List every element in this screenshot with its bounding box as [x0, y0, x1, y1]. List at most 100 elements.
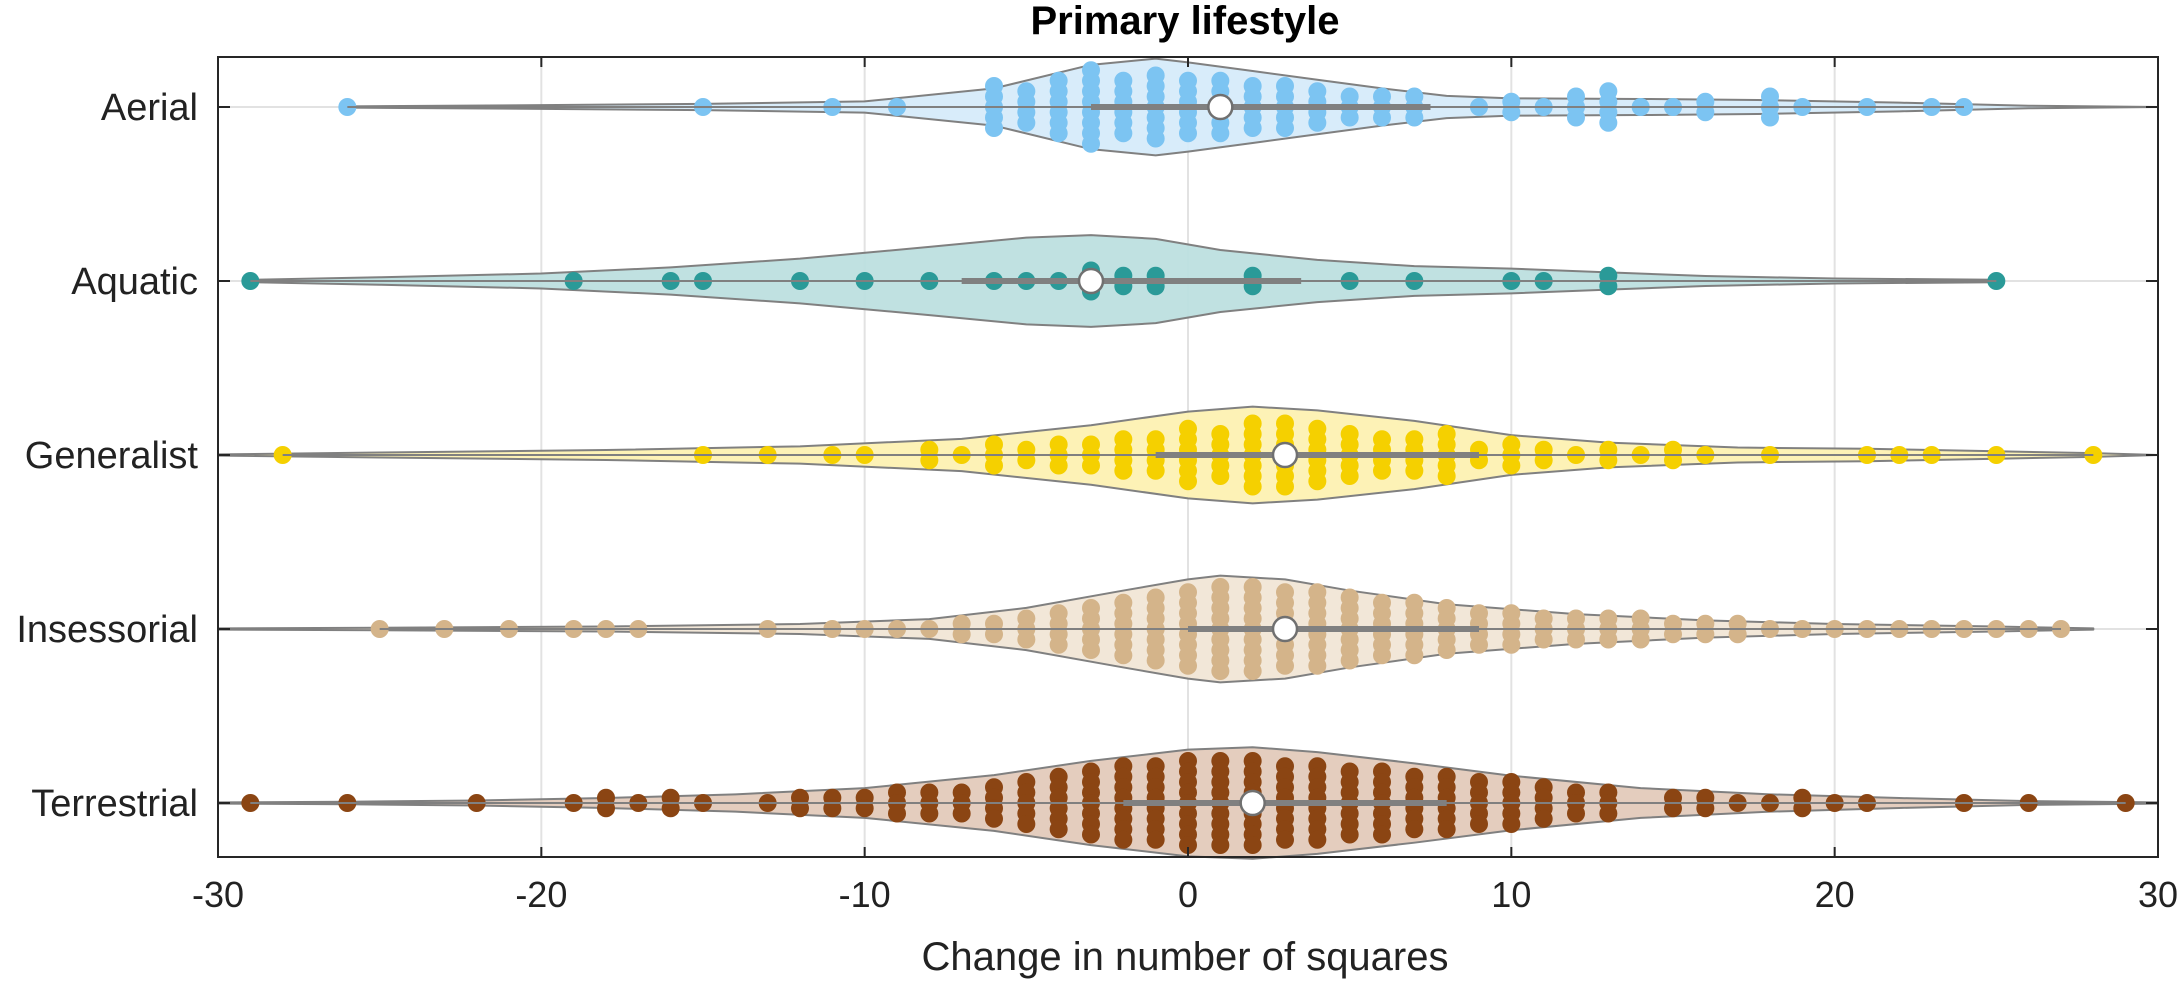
point-generalist — [1405, 461, 1424, 480]
point-insessorial — [1049, 635, 1068, 654]
point-aerial — [1405, 108, 1424, 127]
point-insessorial — [1082, 641, 1100, 659]
point-insessorial — [1373, 646, 1391, 665]
x-tick-label: -10 — [839, 874, 891, 915]
x-tick-label: 0 — [1178, 874, 1198, 915]
point-insessorial — [952, 625, 971, 644]
point-aerial — [1243, 119, 1262, 137]
point-terrestrial — [1243, 836, 1262, 854]
point-terrestrial — [1373, 825, 1391, 844]
point-generalist — [1179, 472, 1197, 491]
point-aerial — [1599, 113, 1618, 132]
point-terrestrial — [1017, 815, 1036, 833]
x-tick-label: -30 — [192, 874, 244, 915]
point-aerial — [985, 119, 1003, 137]
median-marker-terrestrial — [1239, 789, 1266, 817]
x-tick-label: 10 — [1491, 874, 1531, 915]
point-aerial — [1567, 108, 1585, 127]
point-terrestrial — [1437, 820, 1456, 839]
median-marker-aquatic — [1077, 267, 1105, 295]
point-terrestrial — [1470, 815, 1488, 833]
category-label-generalist: Generalist — [25, 435, 199, 477]
point-insessorial — [985, 625, 1003, 644]
point-terrestrial — [1276, 830, 1294, 849]
median-marker-aerial — [1207, 93, 1234, 121]
point-insessorial — [1599, 630, 1618, 649]
point-terrestrial — [1793, 799, 1812, 818]
point-terrestrial — [1664, 799, 1682, 818]
point-terrestrial — [823, 799, 842, 818]
point-generalist — [1146, 461, 1165, 480]
point-generalist — [1599, 451, 1618, 470]
category-label-terrestrial: Terrestrial — [31, 783, 198, 825]
point-insessorial — [1114, 646, 1133, 665]
point-terrestrial — [855, 799, 874, 818]
point-aerial — [1761, 108, 1779, 127]
point-generalist — [1340, 467, 1359, 485]
point-terrestrial — [1049, 820, 1068, 839]
point-generalist — [1502, 456, 1521, 475]
point-aerial — [1082, 134, 1100, 153]
point-aquatic — [241, 272, 260, 290]
point-terrestrial — [1179, 836, 1197, 854]
y-axis-labels: Aerial Aquatic Generalist Insessorial Terres… — [16, 87, 2158, 825]
point-terrestrial — [791, 799, 809, 818]
point-aerial — [1308, 113, 1327, 132]
point-insessorial — [1243, 662, 1262, 680]
category-label-insessorial: Insessorial — [16, 609, 198, 651]
point-terrestrial — [1082, 825, 1100, 844]
point-terrestrial — [1340, 825, 1359, 844]
point-insessorial — [1405, 646, 1424, 665]
point-aerial — [1211, 124, 1230, 143]
point-generalist — [1373, 461, 1391, 480]
point-aerial — [1146, 129, 1165, 148]
point-terrestrial — [1534, 809, 1553, 828]
point-aerial — [1114, 124, 1133, 143]
point-generalist — [1114, 461, 1133, 480]
x-tick-label: -20 — [515, 874, 567, 915]
point-aerial — [1373, 108, 1391, 127]
point-insessorial — [1470, 635, 1488, 654]
point-terrestrial — [597, 799, 615, 818]
point-generalist — [1308, 472, 1327, 491]
point-terrestrial — [1599, 804, 1618, 823]
point-aerial — [1017, 113, 1036, 132]
x-axis-ticks: -30 -20 -10 0 10 20 30 — [192, 57, 2178, 915]
point-terrestrial — [985, 809, 1003, 828]
point-terrestrial — [952, 804, 971, 823]
point-aquatic — [1599, 277, 1618, 296]
point-generalist — [1082, 456, 1100, 475]
x-tick-label: 30 — [2138, 874, 2178, 915]
median-marker-insessorial — [1271, 615, 1299, 643]
point-terrestrial — [241, 794, 260, 812]
median-marker-generalist — [1271, 441, 1299, 469]
point-generalist — [1243, 477, 1262, 496]
point-generalist — [1437, 467, 1456, 485]
point-terrestrial — [888, 804, 906, 823]
point-insessorial — [1340, 651, 1359, 670]
point-generalist — [1276, 477, 1294, 496]
point-terrestrial — [920, 804, 939, 823]
point-terrestrial — [1502, 815, 1521, 833]
point-terrestrial — [1405, 820, 1424, 839]
point-aerial — [1502, 103, 1521, 122]
point-insessorial — [1276, 656, 1294, 675]
summary-stats — [250, 93, 2126, 817]
point-insessorial — [1567, 630, 1585, 649]
x-tick-label: 20 — [1815, 874, 1855, 915]
point-generalist — [1049, 456, 1068, 475]
point-terrestrial — [1696, 799, 1715, 818]
point-aerial — [1696, 103, 1715, 122]
point-aerial — [1049, 124, 1068, 143]
point-aerial — [1340, 108, 1359, 127]
point-insessorial — [1502, 635, 1521, 654]
point-terrestrial — [1114, 830, 1133, 849]
point-generalist — [985, 456, 1003, 475]
point-insessorial — [1017, 630, 1036, 649]
point-terrestrial — [1567, 804, 1585, 823]
point-generalist — [1534, 451, 1553, 470]
point-terrestrial — [1308, 830, 1327, 849]
chart-title: Primary lifestyle — [1030, 0, 1339, 43]
point-insessorial — [1696, 625, 1715, 644]
